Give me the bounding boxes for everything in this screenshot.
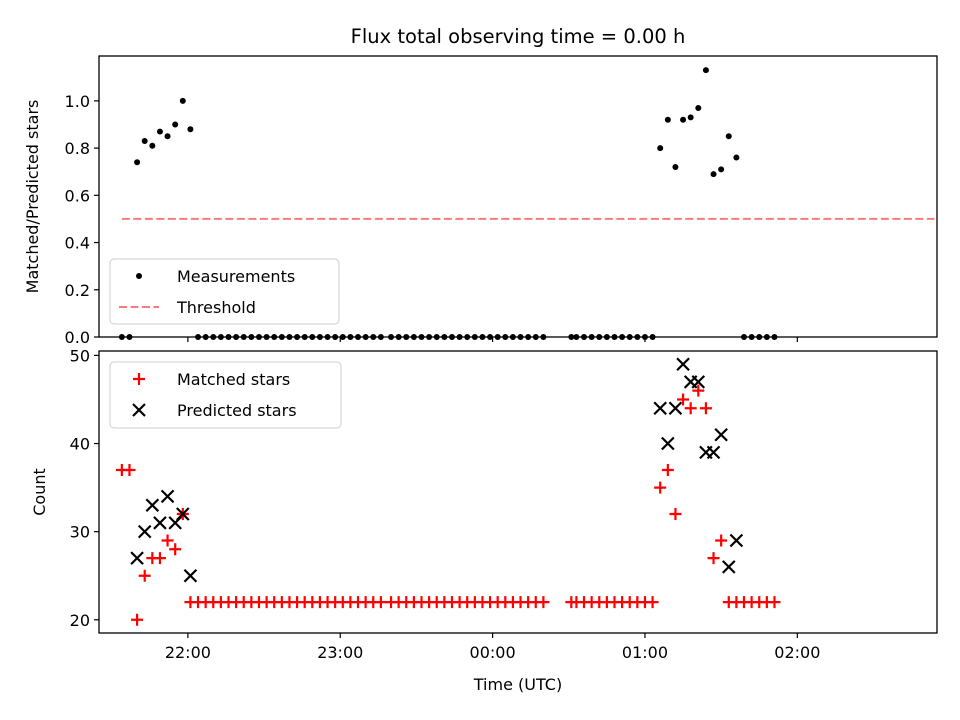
y-tick-label: 0.8 <box>65 139 90 158</box>
matched-star-point <box>123 463 136 476</box>
x-tick-label: 00:00 <box>470 643 516 662</box>
measurement-point <box>172 121 179 128</box>
matched-star-point <box>692 384 705 397</box>
legend-box <box>109 361 342 429</box>
matched-star-point <box>707 552 720 565</box>
axes-frame <box>98 55 938 338</box>
y-tick-label: 20 <box>70 611 90 630</box>
legend-predicted-marker <box>132 403 146 417</box>
measurement-point <box>657 145 664 152</box>
measurement-point <box>702 67 709 74</box>
matched-star-point <box>374 596 387 609</box>
measurement-point <box>733 154 740 161</box>
legend-box <box>109 258 340 325</box>
legend-label: Matched stars <box>177 370 290 389</box>
measurement-point <box>179 97 186 104</box>
series-0 <box>118 67 778 340</box>
y-tick-label: 0.0 <box>65 328 90 347</box>
predicted-star-point <box>706 445 721 460</box>
top-panel: 0.0 0.2 0.4 0.6 0.8 1.0 Matched/Predicted star… <box>23 55 938 347</box>
predicted-star-point <box>691 375 706 389</box>
legend-label: Predicted stars <box>177 401 297 420</box>
matched-star-point <box>684 402 697 415</box>
legend-measurement-marker <box>136 273 142 279</box>
measurement-point <box>664 116 671 123</box>
y-tick-label: 30 <box>70 523 90 542</box>
bottom-panel: 20 30 40 50 22:00 23:00 00:00 01:00 02:00 Count Ma… <box>30 346 938 662</box>
predicted-star-point <box>668 401 683 416</box>
measurement-point <box>672 163 679 170</box>
matched-star-point <box>669 508 682 521</box>
y-tick-label: 40 <box>70 435 90 454</box>
y-axis-label: Count <box>30 468 49 516</box>
measurement-point <box>710 171 717 178</box>
legend: Matched stars Predicted stars <box>109 361 342 429</box>
measurement-point <box>695 104 702 111</box>
x-tick-label: 02:00 <box>774 643 820 662</box>
legend-label: Threshold <box>176 298 256 317</box>
predicted-star-point <box>145 498 160 512</box>
y-tick-label: 1.0 <box>65 92 90 111</box>
measurement-point <box>134 159 141 166</box>
axes-frame <box>98 350 938 634</box>
y-tick-label: 0.2 <box>65 281 90 300</box>
matched-star-point <box>768 596 781 609</box>
predicted-star-point <box>183 568 198 583</box>
legend: Measurements Threshold <box>109 258 340 325</box>
measurement-point <box>725 133 732 140</box>
measurement-point <box>141 138 148 145</box>
predicted-star-point <box>130 551 144 565</box>
matched-star-point <box>169 543 182 556</box>
chart-title: Flux total observing time = 0.00 h <box>351 25 686 48</box>
matched-star-point <box>161 534 174 547</box>
predicted-star-point <box>729 533 744 548</box>
measurement-point <box>156 128 163 135</box>
y-tick-label: 0.4 <box>65 234 90 253</box>
matched-star-point <box>677 393 690 406</box>
measurement-point <box>718 166 725 173</box>
matched-star-point <box>138 569 151 582</box>
measurement-point <box>187 126 194 133</box>
predicted-star-point <box>653 401 667 416</box>
matched-star-point <box>153 552 166 565</box>
x-tick-label: 23:00 <box>317 643 363 662</box>
measurement-point <box>687 114 694 121</box>
y-tick-label: 50 <box>70 346 90 365</box>
series-0 <box>115 384 781 626</box>
y-axis-label: Matched/Predicted stars <box>23 100 42 294</box>
predicted-star-point <box>160 489 175 504</box>
x-tick-label: 22:00 <box>165 643 211 662</box>
measurement-point <box>149 142 156 149</box>
legend-label: Measurements <box>177 267 295 286</box>
y-tick-label: 0.6 <box>65 186 90 205</box>
series-1 <box>130 357 744 583</box>
measurement-point <box>680 116 687 123</box>
matched-star-point <box>654 481 667 494</box>
predicted-star-point <box>176 507 190 521</box>
predicted-star-point <box>721 560 736 574</box>
x-tick-label: 01:00 <box>622 643 668 662</box>
x-axis-label: Time (UTC) <box>473 675 562 694</box>
matched-star-point <box>661 463 674 476</box>
measurement-point <box>164 133 171 140</box>
predicted-star-point <box>661 436 675 451</box>
predicted-star-point <box>153 516 167 530</box>
matched-star-point <box>699 402 712 415</box>
matched-star-point <box>715 534 728 547</box>
predicted-star-point <box>137 524 152 539</box>
predicted-star-point <box>714 427 728 442</box>
matched-star-point <box>646 596 659 609</box>
legend-matched-marker <box>133 373 145 385</box>
matched-star-point <box>131 613 144 626</box>
matched-star-point <box>537 596 550 609</box>
predicted-star-point <box>676 357 690 371</box>
